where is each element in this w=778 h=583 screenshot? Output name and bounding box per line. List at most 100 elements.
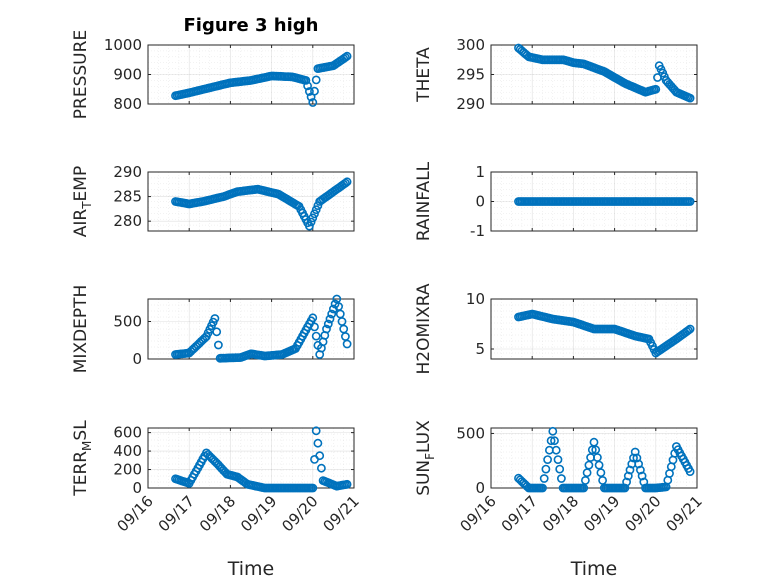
data-point <box>581 475 590 485</box>
data-point <box>632 453 642 463</box>
subplot-theta: 290 295 300 THETA <box>414 36 698 113</box>
y-axis-label: RAINFALL <box>414 161 434 241</box>
data-point <box>304 87 314 96</box>
data-point <box>308 98 318 107</box>
x-tick-label: 09/17 <box>498 492 541 535</box>
data-point <box>325 314 335 324</box>
x-tick-label: 09/20 <box>278 492 321 535</box>
y-tick-label: 400 <box>113 442 142 460</box>
data-point <box>340 178 350 188</box>
y-tick-label: 0 <box>475 193 485 211</box>
y-tick-label: 600 <box>113 424 142 442</box>
y-tick-label: 295 <box>456 66 485 84</box>
data-point <box>342 177 352 187</box>
y-tick-label: 10 <box>466 290 485 308</box>
data-point <box>591 445 601 455</box>
y-tick-label: 500 <box>113 313 142 331</box>
x-tick-label: 09/21 <box>663 492 706 535</box>
data-point <box>306 217 316 227</box>
y-tick-label: -1 <box>470 222 485 240</box>
y-tick-label: 0 <box>132 479 142 497</box>
data-point <box>543 455 552 464</box>
data-point <box>301 76 311 85</box>
data-point <box>342 339 352 349</box>
data-point <box>546 436 556 446</box>
y-tick-label: 800 <box>113 95 142 113</box>
y-axis-label: TERRMSL <box>71 420 94 497</box>
x-tick-label: 09/16 <box>457 492 500 535</box>
data-point <box>629 453 638 463</box>
data-point <box>210 314 220 323</box>
data-point <box>311 426 321 436</box>
data-point <box>313 438 323 448</box>
x-tick-label: 09/16 <box>114 492 157 535</box>
x-axis-label-right: Time <box>570 558 618 580</box>
data-point <box>310 86 319 96</box>
y-tick-label: 290 <box>456 95 485 113</box>
data-point <box>311 75 321 85</box>
data-point <box>685 324 695 334</box>
minor-grid <box>148 299 354 359</box>
data-markers <box>171 426 352 493</box>
subplot-rainfall: -1 0 1 RAINFALL <box>414 161 698 241</box>
data-point <box>322 324 331 334</box>
y-tick-label: 285 <box>113 188 142 206</box>
data-point <box>553 455 563 464</box>
y-tick-label: 300 <box>456 36 485 54</box>
y-tick-label: 0 <box>132 350 142 368</box>
data-point <box>316 463 326 473</box>
data-point <box>620 483 630 493</box>
data-markers <box>514 426 695 493</box>
x-tick-label: 09/19 <box>580 492 623 535</box>
data-point <box>684 325 693 335</box>
data-point <box>342 479 352 489</box>
data-point <box>685 467 695 476</box>
minor-grid <box>491 172 697 231</box>
data-point <box>557 474 566 483</box>
y-tick-label: 500 <box>456 424 485 442</box>
data-point <box>550 436 559 446</box>
data-point <box>342 51 352 61</box>
y-axis-label: THETA <box>414 47 434 103</box>
data-point <box>622 477 631 487</box>
data-point <box>303 81 312 91</box>
data-point <box>548 426 558 436</box>
y-tick-label: 280 <box>113 212 142 230</box>
y-tick-label: 1 <box>475 163 485 181</box>
data-markers <box>514 197 695 206</box>
y-tick-label: 1000 <box>104 36 142 54</box>
x-tick-label: 09/18 <box>196 492 239 535</box>
x-tick-label: 09/21 <box>320 492 363 535</box>
data-point <box>623 471 633 481</box>
data-point <box>212 327 222 337</box>
subplot-sun-flux: 0 500 SUNFLUX 09/1609/1709/1809/1909/2009/2… <box>414 420 706 536</box>
x-tick-label: 09/20 <box>621 492 664 535</box>
data-markers <box>514 43 695 103</box>
data-point <box>308 483 318 493</box>
subplot-terr-msl: 0200400600TERRMSL09/1609/1709/1809/1909/… <box>71 420 363 536</box>
y-tick-label: 290 <box>113 163 142 181</box>
x-tick-label: 09/17 <box>155 492 198 535</box>
data-point <box>541 464 551 474</box>
x-tick-label: 09/18 <box>539 492 582 535</box>
data-point <box>308 213 318 223</box>
y-axis-label: PRESSURE <box>71 30 91 119</box>
y-tick-label: 0 <box>475 479 485 497</box>
data-point <box>685 197 695 206</box>
data-point <box>310 322 319 332</box>
data-point <box>551 445 561 455</box>
data-point <box>311 205 321 215</box>
data-point <box>327 309 337 319</box>
x-axis-label-left: Time <box>227 558 275 580</box>
data-point <box>685 93 695 103</box>
minor-grid <box>148 172 354 231</box>
data-point <box>315 451 325 461</box>
data-point <box>555 464 565 474</box>
data-point <box>636 465 645 475</box>
data-point <box>596 468 606 478</box>
minor-grid <box>491 428 697 488</box>
subplot-pressure: 800 900 1000 PRESSURE <box>71 30 355 119</box>
subplot-mixdepth: 0 500 MIXDEPTH <box>71 285 355 373</box>
